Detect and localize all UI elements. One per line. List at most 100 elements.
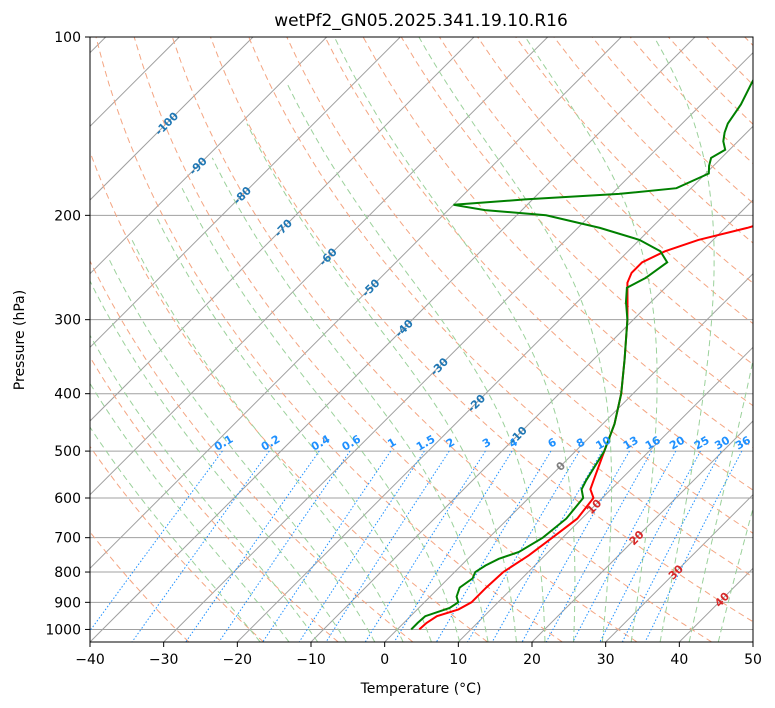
mixing-ratio-label: 6 [546,435,559,450]
mixing-ratio-label: 30 [712,433,732,452]
isotherm-line [90,37,696,642]
mixing-ratio-line [393,450,513,642]
x-tick-label: −20 [223,652,253,668]
isotherm-line [457,346,753,642]
isotherm-line [90,37,475,422]
isotherm-line [752,641,753,642]
mixing-ratio-label: 3 [480,436,493,451]
x-tick-label: 0 [380,652,389,668]
moist-adiabat-line [90,334,319,642]
mixing-ratio-label: 13 [621,434,641,453]
mixing-ratio-line [599,450,701,642]
x-tick-label: 30 [597,652,615,668]
chart-title: wetPf2_GN05.2025.341.19.10.R16 [274,11,568,31]
x-tick-label: −40 [75,652,105,668]
isotherm-line [531,420,753,642]
x-tick-label: −10 [296,652,326,668]
moist-adiabat-line [653,37,715,642]
isotherm-label: -80 [231,184,254,207]
isotherm-line [90,37,622,570]
mixing-ratio-line [218,450,351,642]
moist-adiabat-line [107,256,376,642]
y-tick-label: 600 [54,491,81,507]
dry-adiabat-line [90,259,414,642]
x-tick-label: 50 [744,652,762,668]
dry-adiabat-line [744,37,753,47]
isotherm-label: -100 [152,109,181,138]
dry-adiabat-line [591,37,753,204]
dry-adiabat-line [706,37,753,86]
mixing-ratio-line [467,450,580,642]
isotherm-line [90,37,401,349]
y-tick-label: 200 [54,208,81,224]
y-tick-label: 700 [54,531,81,547]
dry-adiabat-line [90,445,264,642]
mixing-ratio-label: 0.2 [259,433,282,454]
mixing-ratio-label: 16 [643,433,663,452]
mixing-ratio-line [364,450,486,642]
isotherm-label: -20 [465,392,488,415]
moist-adiabat-line [90,382,290,642]
plot-frame [89,36,754,643]
dry-adiabat-line [668,37,753,125]
mixing-ratio-label: 0.4 [309,432,333,453]
dry-adiabat-line [210,37,753,623]
moist-adiabat-line [131,239,404,642]
dewpoint-trace [410,78,753,631]
mixing-ratio-line [572,450,677,642]
isotherm-line [90,37,328,275]
y-tick-label: 400 [54,387,81,403]
series-layer [410,78,753,631]
mixing-ratio-line [262,450,392,642]
x-tick-label: 40 [670,652,688,668]
mixing-ratio-label: 0.1 [212,433,235,454]
dry-adiabat-line [438,37,753,366]
isotherm-line [384,272,753,642]
y-tick-label: 1000 [45,622,81,638]
mixing-ratio-label: 2 [444,436,457,451]
isotherm-line [605,493,753,642]
mixing-ratio-line [90,450,223,632]
isotherm-label: -70 [272,216,295,239]
moist-adiabat-line [155,215,432,642]
mixing-ratio-label: 0.6 [340,432,364,453]
moist-adiabat-line [418,37,613,642]
moist-adiabat-line [688,358,753,642]
y-tick-label: 800 [54,565,81,581]
mixing-ratio-line [185,450,320,642]
isotherm-line [90,37,549,496]
dry-adiabat-line [171,37,712,642]
isotherm-line [236,125,753,642]
dry-adiabat-line [286,37,753,534]
dry-adiabat-line [90,150,488,642]
moist-adiabat-line [211,157,489,642]
x-tick-label: 20 [523,652,541,668]
mixing-ratio-line [491,450,603,642]
moist-adiabat-line [246,123,517,642]
isotherm-line [310,199,753,642]
moist-adiabat-line [333,37,576,642]
dry-adiabat-line [248,37,753,578]
mixing-ratio-label: 20 [667,433,687,452]
y-tick-label: 500 [54,444,81,460]
mixing-ratio-line [435,450,552,642]
mixing-ratio-line [545,450,653,642]
mixing-ratio-line [521,450,630,642]
y-axis: 100 200 300 400 500 600 700 800 900 1000 [45,30,90,638]
isotherm-line [163,51,753,642]
x-tick-label: 10 [449,652,467,668]
mixing-ratio-label: 8 [574,436,587,451]
mixing-ratio-line [644,450,743,642]
moist-adiabat-label: 40 [712,590,732,610]
isotherm-line [90,37,254,201]
dry-adiabat-line [324,37,753,491]
dry-adiabat-line [95,37,563,642]
dry-adiabat-line [515,37,753,284]
y-tick-label: 300 [54,313,81,329]
moist-adiabat-line [181,187,461,642]
moist-adiabat-line [90,426,261,642]
dry-adiabat-line [133,37,638,642]
line-label-layer: 0.1 0.2 0.4 0.6 1 1.5 2 3 4 6 8 10 13 16 20 25 30 36-100-… [152,109,753,609]
moist-adiabat-line [286,83,546,642]
